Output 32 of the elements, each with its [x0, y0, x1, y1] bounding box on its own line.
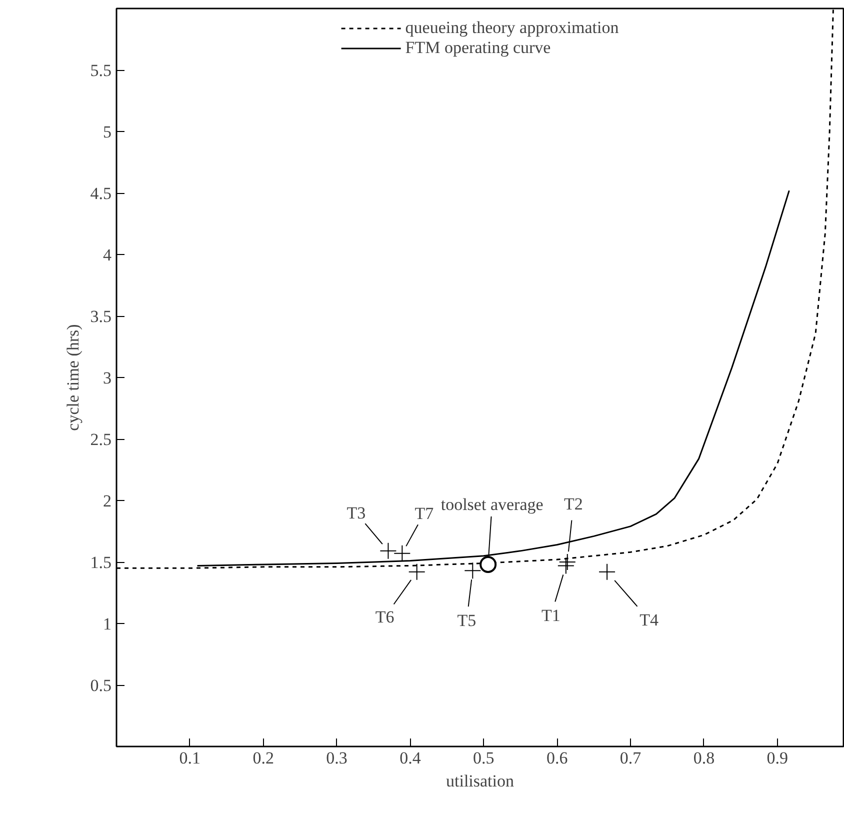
y-tick-label: 3.5 — [90, 307, 112, 326]
y-tick-label: 1.5 — [90, 553, 112, 572]
x-tick-label: 0.6 — [546, 748, 568, 768]
annotation: T2 — [564, 494, 583, 514]
annotation: T5 — [457, 611, 476, 630]
x-tick-label: 0.4 — [400, 748, 422, 768]
y-tick-label: 4 — [103, 246, 112, 264]
y-tick-label: 3 — [103, 368, 112, 388]
x-tick-label: 0.7 — [620, 748, 642, 768]
y-axis-title: cycle time (hrs) — [63, 324, 82, 431]
legend-label: queueing theory approximation — [405, 18, 619, 38]
y-tick-label: 2 — [103, 492, 112, 510]
annotation: T3 — [346, 503, 366, 522]
annotation: T6 — [375, 607, 394, 626]
y-tick-label: 5 — [103, 122, 112, 142]
annotation: T4 — [640, 610, 659, 630]
y-tick-label: 1 — [103, 614, 112, 634]
annotation: toolset average — [440, 494, 544, 514]
annotation: T7 — [414, 504, 434, 523]
x-tick-label: 0.2 — [252, 748, 274, 768]
y-tick-label: 0.5 — [90, 676, 112, 695]
x-tick-label: 0.1 — [179, 748, 201, 768]
legend-label: FTM operating curve — [405, 38, 551, 58]
annotation: T1 — [541, 606, 560, 626]
x-tick-label: 0.3 — [326, 748, 348, 768]
x-tick-label: 0.8 — [693, 748, 715, 768]
y-tick-label: 2.5 — [90, 430, 112, 449]
x-tick-label: 0.9 — [766, 748, 788, 768]
y-tick-label: 5.5 — [90, 61, 112, 80]
y-tick-label: 4.5 — [90, 184, 112, 203]
x-tick-label: 0.5 — [473, 748, 494, 768]
x-axis-title: utilisation — [446, 772, 514, 790]
